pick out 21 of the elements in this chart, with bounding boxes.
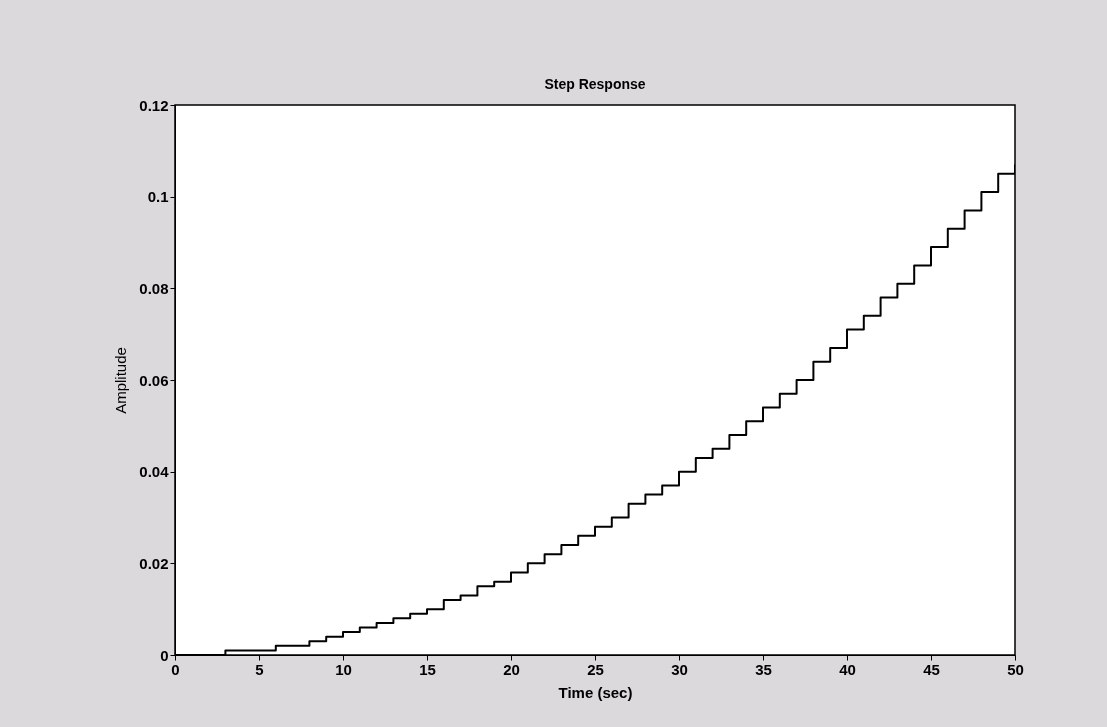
y-tick-label: 0.06	[139, 371, 169, 389]
chart-title: Step Response	[544, 76, 646, 92]
x-tick-label: 35	[755, 660, 772, 678]
x-tick-label: 30	[671, 660, 688, 678]
y-tick-label: 0.1	[147, 188, 169, 206]
x-tick-label: 0	[171, 660, 180, 678]
x-tick-label: 50	[1007, 660, 1024, 678]
x-tick-label: 10	[335, 660, 352, 678]
x-tick-label: 25	[587, 660, 604, 678]
x-tick-label: 15	[419, 660, 436, 678]
y-tick-label: 0.02	[139, 554, 169, 572]
y-tick-label: 0	[160, 646, 169, 664]
x-tick-label: 40	[839, 660, 856, 678]
x-tick-label: 20	[503, 660, 520, 678]
y-tick-label: 0.04	[139, 463, 170, 481]
x-tick-label: 5	[255, 660, 264, 678]
y-axis-title: Amplitude	[112, 347, 130, 414]
y-tick-label: 0.08	[139, 279, 169, 297]
x-axis-title: Time (sec)	[558, 683, 633, 701]
x-tick-label: 45	[923, 660, 940, 678]
y-tick-label: 0.12	[139, 96, 169, 114]
